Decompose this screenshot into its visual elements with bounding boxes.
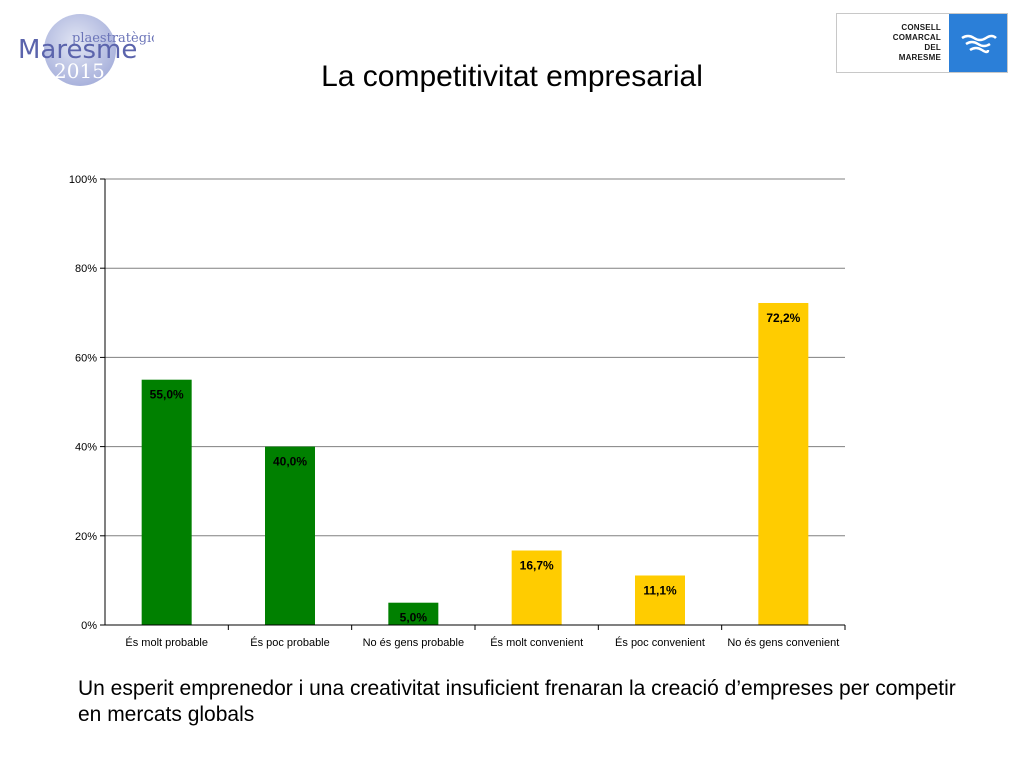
x-tick-label: No és gens convenient [727, 637, 839, 649]
y-tick-label: 40% [75, 442, 97, 454]
bar [141, 379, 192, 625]
plaestrategic-maresme-logo: plaestratègic Maresme 2015 [18, 14, 154, 86]
logo-maresme-text: Maresme [18, 35, 137, 65]
data-label: 5,0% [400, 611, 428, 625]
page-title: La competitivitat empresarial [321, 60, 703, 93]
bar [758, 302, 809, 625]
y-tick-label: 0% [81, 620, 97, 632]
data-label: 55,0% [150, 388, 184, 402]
data-label: 11,1% [643, 583, 677, 597]
x-tick-label: És molt convenient [490, 636, 583, 649]
bar-chart: 0% 20% 40% 60% 80% 100% 55,0% És molt probable 4… [69, 174, 846, 649]
logo-plaestrategic-text: plaestratègic [72, 31, 154, 46]
bar [511, 550, 562, 625]
x-tick-label: És poc convenient [615, 636, 705, 649]
data-label: 40,0% [273, 455, 307, 469]
bar [635, 575, 685, 625]
y-tick-label: 80% [75, 263, 97, 275]
consell-comarcal-logo: CONSELL COMARCAL DEL MARESME [836, 13, 1008, 73]
caption-text: Un esperit emprenedor i una creativitat … [78, 677, 956, 726]
y-tick-label: 100% [69, 174, 97, 186]
bar [265, 446, 315, 625]
consell-comarcal-text: CONSELL COMARCAL DEL MARESME [837, 14, 949, 72]
y-tick-label: 60% [75, 352, 97, 364]
data-label: 72,2% [766, 311, 800, 325]
data-label: 16,7% [520, 559, 554, 573]
x-tick-label: És poc probable [250, 636, 330, 649]
y-tick-label: 20% [75, 531, 97, 543]
x-tick-label: És molt probable [125, 636, 208, 649]
x-tick-label: No és gens probable [363, 637, 465, 649]
council-line: CONSELL [901, 23, 941, 32]
bar [388, 602, 439, 625]
council-line: MARESME [898, 53, 941, 62]
wave-emblem-icon [949, 14, 1007, 72]
council-line: COMARCAL [892, 33, 941, 42]
council-line: DEL [924, 43, 941, 52]
logo-year-text: 2015 [54, 59, 105, 83]
